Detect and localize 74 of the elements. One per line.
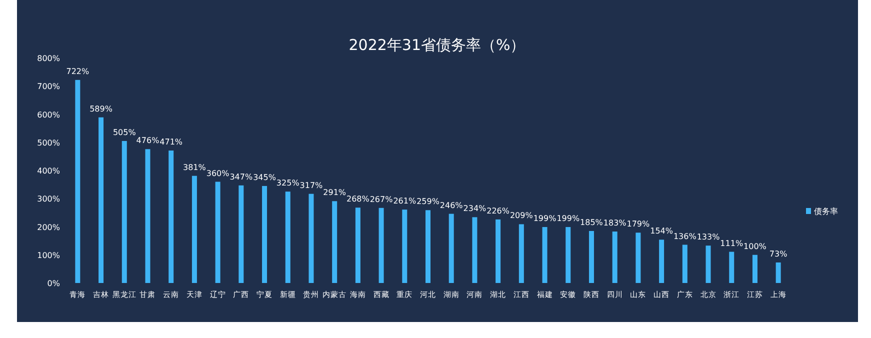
bar xyxy=(285,192,290,283)
bar xyxy=(122,140,127,283)
data-label: 179% xyxy=(626,220,650,229)
data-label: 261% xyxy=(393,196,416,206)
data-label: 360% xyxy=(206,168,230,178)
bar xyxy=(472,217,478,283)
data-label: 381% xyxy=(183,162,206,172)
data-label: 722% xyxy=(66,66,90,76)
data-label: 505% xyxy=(112,128,136,137)
data-label: 185% xyxy=(580,218,604,227)
data-label: 136% xyxy=(673,232,697,241)
bar xyxy=(426,210,430,283)
y-tick-label: 0% xyxy=(47,279,60,288)
bar xyxy=(566,227,571,283)
y-tick-label: 300% xyxy=(37,194,60,204)
legend: 债务率 xyxy=(806,207,838,216)
bar xyxy=(448,214,454,283)
y-tick-label: 700% xyxy=(37,82,60,92)
bar xyxy=(706,246,711,283)
data-label: 268% xyxy=(346,194,370,204)
bar xyxy=(542,227,548,283)
bar xyxy=(192,176,197,283)
bar xyxy=(402,210,408,283)
bar xyxy=(496,219,501,283)
data-label: 246% xyxy=(440,200,464,210)
y-tick-label: 400% xyxy=(37,166,60,176)
y-tick-label: 800% xyxy=(37,54,60,63)
bar xyxy=(98,117,104,283)
bar xyxy=(776,262,781,283)
data-label: 345% xyxy=(253,172,276,182)
bar xyxy=(752,254,758,283)
bar xyxy=(75,80,80,283)
bar xyxy=(308,194,314,283)
data-label: 199% xyxy=(556,214,580,224)
y-tick-label: 100% xyxy=(37,250,60,260)
bar xyxy=(145,149,150,283)
chart-title: 2022年31省债务率（%） xyxy=(348,36,526,54)
data-label: 347% xyxy=(230,172,253,182)
data-label: 183% xyxy=(603,218,627,228)
data-label: 209% xyxy=(510,211,534,220)
bar xyxy=(332,201,338,283)
data-label: 325% xyxy=(276,178,300,188)
bar xyxy=(729,252,734,283)
bar xyxy=(355,208,360,283)
legend-label: 债务率 xyxy=(814,207,838,216)
data-label: 589% xyxy=(90,104,113,114)
bar xyxy=(238,185,244,283)
bar xyxy=(588,230,594,283)
data-label: 154% xyxy=(650,226,674,236)
data-label: 317% xyxy=(300,180,324,190)
data-label: 226% xyxy=(486,206,510,216)
bar xyxy=(636,232,641,283)
data-label: 133% xyxy=(696,232,720,242)
data-label: 199% xyxy=(533,214,557,224)
bar xyxy=(518,224,524,283)
bar xyxy=(612,232,618,283)
y-tick-label: 500% xyxy=(37,138,60,148)
y-tick-label: 200% xyxy=(37,222,60,232)
data-label: 476% xyxy=(136,136,160,146)
data-label: 234% xyxy=(463,204,487,214)
data-label: 267% xyxy=(370,194,394,204)
bar xyxy=(659,240,664,283)
bar xyxy=(215,182,220,283)
data-label: 471% xyxy=(160,138,183,147)
data-label: 291% xyxy=(323,188,346,198)
data-label: 259% xyxy=(416,197,440,206)
bar xyxy=(378,208,384,283)
data-label: 111% xyxy=(720,238,744,248)
bar xyxy=(262,186,268,283)
data-label: 100% xyxy=(744,242,767,251)
y-tick-label: 600% xyxy=(37,110,60,120)
bar xyxy=(168,150,174,283)
bar xyxy=(682,244,688,283)
data-label: 73% xyxy=(769,249,788,258)
